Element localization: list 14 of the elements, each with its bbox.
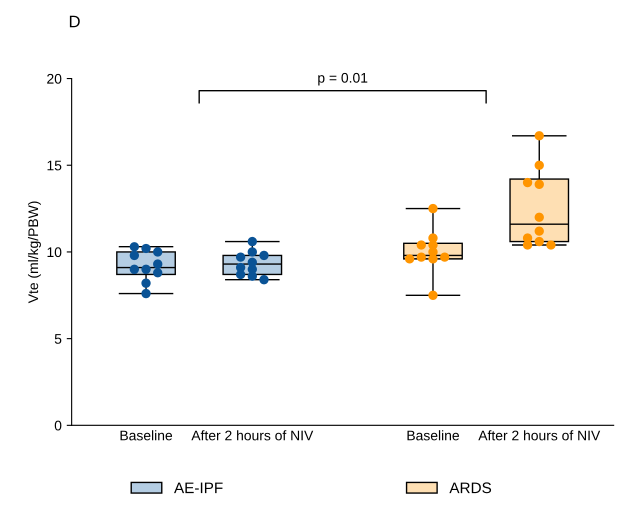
y-tick-label: 5	[54, 334, 62, 344]
chart-title: D	[70, 16, 80, 28]
x-tick-label: After 2 hours of NIV	[478, 430, 600, 440]
y-tick-label: 20	[47, 74, 62, 84]
x-tick-label: After 2 hours of NIV	[191, 430, 314, 440]
x-tick-label: Baseline	[407, 430, 460, 440]
y-tick-label: 0	[54, 420, 62, 431]
legend-label: ARDS	[449, 482, 492, 494]
legend-label: AE-IPF	[174, 482, 223, 494]
y-axis-title: Vte (ml/kg/PBW)	[28, 201, 41, 304]
x-tick-label: Baseline	[120, 430, 172, 440]
y-tick-label: 10	[48, 247, 62, 258]
y-tick-label: 15	[48, 160, 62, 170]
annotation: p = 0.01	[318, 72, 368, 86]
